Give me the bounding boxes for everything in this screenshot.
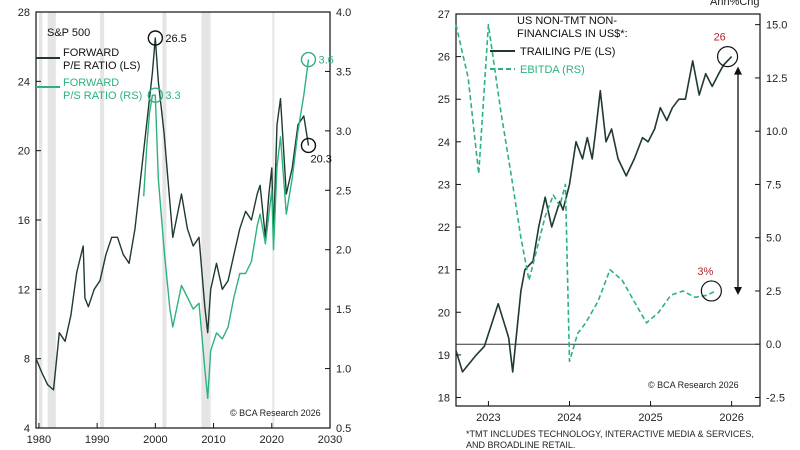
x-axis-tick-label: 2030 [318, 434, 342, 446]
right-chart-annotations: 26 3% [697, 32, 742, 302]
x-axis-tick-label: 2025 [638, 412, 662, 424]
right-axis-tick-label: 10.0 [766, 126, 787, 138]
annotation-label: 3.6 [318, 55, 333, 67]
plot-frame [455, 13, 761, 407]
left-chart-credit: © BCA Research 2026 [230, 408, 321, 418]
left-axis-tick-label: 24 [18, 76, 30, 88]
left-chart-title: S&P 500 [47, 27, 90, 39]
series-line-secondary [455, 23, 716, 363]
right-axis-tick-label: 3.0 [336, 126, 351, 138]
plot-frame [35, 11, 331, 429]
right-axis-tick-label: 0.5 [336, 423, 351, 435]
annotation-label: 3% [697, 266, 713, 278]
right-chart-series [455, 23, 733, 373]
right-chart-credit: © BCA Research 2026 [648, 380, 739, 390]
right-chart-panel: 18 19 20 21 22 23 24 25 26 27 -2.5 0.0 2.5 5.0 7.5 10.0… [438, 0, 788, 450]
x-axis-tick-label: 2000 [143, 434, 167, 446]
annotation-label: 20.3 [310, 153, 331, 165]
recession-band [47, 12, 56, 428]
left-axis-tick-label: 27 [438, 9, 450, 21]
annotation-label: 26.5 [165, 33, 186, 45]
footnote-line-1: *TMT INCLUDES TECHNOLOGY, INTERACTIVE ME… [466, 429, 754, 439]
left-axis-tick-label: 19 [438, 350, 450, 362]
x-axis-tick-label: 1980 [27, 434, 51, 446]
annotation-circle [700, 280, 722, 302]
recession-band [100, 12, 105, 428]
recession-band [201, 12, 211, 428]
right-axis-tick-label: 2.5 [766, 286, 781, 298]
recession-bands [38, 12, 275, 428]
legend-label-pe-1: FORWARD [63, 47, 119, 59]
annotation-circle [300, 51, 317, 68]
left-axis-tick-label: 22 [438, 222, 450, 234]
right-axis-tick-label: 1.5 [336, 304, 351, 316]
left-axis-tick-label: 12 [18, 284, 30, 296]
footnote-line-2: AND BROADLINE RETAIL. [466, 440, 575, 450]
gap-arrow-head-top [734, 66, 742, 75]
x-axis-tick-label: 2020 [260, 434, 284, 446]
annotation-circle [147, 87, 164, 103]
annotation-label: 26 [714, 32, 726, 44]
left-axis-tick-label: 24 [438, 137, 450, 149]
right-axis-tick-label: 7.5 [766, 179, 781, 191]
right-chart-title-1: US NON-TMT NON- [517, 15, 617, 27]
left-chart-axes: 4 8 12 16 20 24 28 0.5 1.0 1.5 2.0 2.5 3.0 3.5 4.0 1980… [18, 7, 352, 446]
left-chart-panel: 4 8 12 16 20 24 28 0.5 1.0 1.5 2.0 2.5 3.0 3.5 4.0 1980… [18, 7, 352, 446]
right-axis-tick-label: 12.5 [766, 73, 787, 85]
right-axis-tick-label: 4.0 [336, 7, 351, 19]
legend-label-ebitda: EBITDA (RS) [520, 64, 585, 76]
legend-label-trailing-pe: TRAILING P/E (LS) [520, 46, 615, 58]
right-axis-tick-label: 0.0 [766, 339, 781, 351]
x-axis-tick-label: 2024 [557, 412, 581, 424]
legend-label-ps-2: P/S RATIO (RS) [63, 90, 142, 102]
left-axis-tick-label: 18 [438, 392, 450, 404]
annotation-circle [300, 137, 317, 154]
x-axis-tick-label: 2010 [201, 434, 225, 446]
right-axis-tick-label: 3.5 [336, 66, 351, 78]
right-axis-tick-label: 1.0 [336, 364, 351, 376]
right-chart-title-2: FINANCIALS IN US$*: [517, 28, 628, 40]
right-axis-tick-label: 15.0 [766, 20, 787, 32]
right-chart-axes: 18 19 20 21 22 23 24 25 26 27 -2.5 0.0 2.5 5.0 7.5 10.0… [438, 9, 788, 424]
left-chart-annotations: 26.5 3.3 3.6 20.3 [147, 30, 334, 165]
x-axis-tick-label: 2023 [476, 412, 500, 424]
series-line-primary [455, 56, 733, 373]
left-axis-tick-label: 21 [438, 265, 450, 277]
annotation-circle [716, 46, 739, 68]
annotation-label: 3.3 [165, 90, 180, 102]
right-axis-tick-label: 5.0 [766, 233, 781, 245]
left-axis-tick-label: 20 [438, 307, 450, 319]
recession-band [162, 12, 167, 428]
right-axis-tick-label: 2.5 [336, 185, 351, 197]
left-axis-tick-label: 8 [24, 354, 30, 366]
x-axis-tick-label: 1990 [85, 434, 109, 446]
left-axis-tick-label: 25 [438, 94, 450, 106]
legend-label-ps-1: FORWARD [63, 77, 119, 89]
right-axis-tick-label: -2.5 [766, 392, 785, 404]
left-axis-tick-label: 28 [18, 7, 30, 19]
x-axis-tick-label: 2026 [719, 412, 743, 424]
annotation-circle [147, 30, 164, 46]
left-axis-tick-label: 26 [438, 52, 450, 64]
left-axis-tick-label: 16 [18, 215, 30, 227]
left-axis-tick-label: 4 [24, 423, 30, 435]
left-chart-series [35, 37, 310, 399]
series-line-secondary [143, 59, 310, 399]
legend-label-pe-2: P/E RATIO (LS) [63, 60, 140, 72]
gap-arrow-head-bottom [734, 286, 742, 295]
series-line-primary [35, 37, 310, 391]
left-axis-tick-label: 23 [438, 179, 450, 191]
right-axis-tick-label: 2.0 [336, 245, 351, 257]
left-axis-tick-label: 20 [18, 146, 30, 158]
right-axis-unit: Ann%Chg [710, 0, 760, 8]
